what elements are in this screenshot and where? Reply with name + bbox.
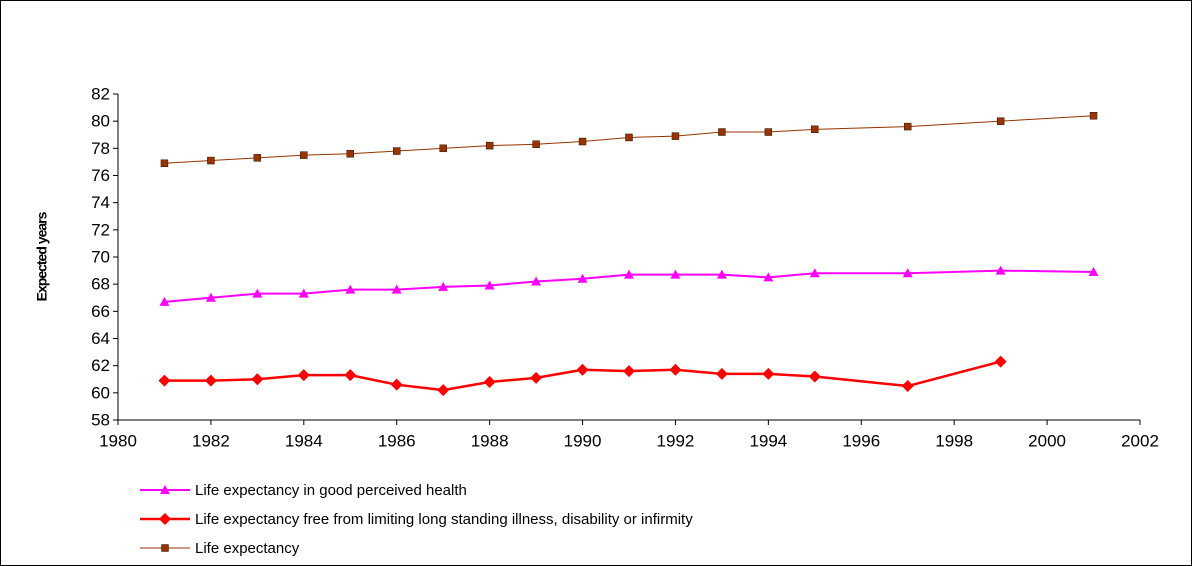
marker bbox=[996, 117, 1005, 125]
series-line bbox=[164, 269, 1094, 303]
marker bbox=[159, 513, 171, 525]
y-tick-label: 74 bbox=[91, 193, 110, 212]
y-tick-label: 68 bbox=[91, 275, 110, 294]
y-tick-label: 76 bbox=[91, 166, 110, 185]
marker bbox=[764, 128, 773, 136]
y-tick-label: 80 bbox=[91, 112, 110, 131]
y-tick-label: 66 bbox=[91, 302, 110, 321]
marker bbox=[904, 122, 912, 131]
x-tick-label: 1992 bbox=[657, 431, 695, 450]
marker bbox=[762, 367, 775, 380]
marker bbox=[1089, 112, 1098, 120]
marker bbox=[995, 265, 1006, 275]
y-tick-label: 78 bbox=[91, 139, 110, 158]
y-tick-label: 62 bbox=[91, 356, 110, 375]
marker bbox=[483, 375, 496, 388]
marker bbox=[530, 371, 543, 384]
marker bbox=[577, 273, 588, 283]
marker bbox=[300, 151, 308, 159]
marker bbox=[438, 281, 449, 291]
marker bbox=[576, 363, 589, 376]
marker bbox=[252, 288, 263, 298]
marker bbox=[346, 150, 354, 158]
marker bbox=[994, 355, 1007, 368]
marker bbox=[901, 380, 914, 393]
legend-text: Life expectancy free from limiting long … bbox=[195, 511, 693, 528]
marker bbox=[160, 159, 169, 167]
marker bbox=[811, 125, 819, 134]
marker bbox=[344, 369, 357, 382]
x-tick-label: 1982 bbox=[192, 431, 230, 450]
marker bbox=[532, 140, 540, 148]
x-tick-label: 1996 bbox=[842, 431, 880, 450]
x-tick-label: 1980 bbox=[99, 431, 137, 450]
marker bbox=[345, 284, 356, 294]
marker bbox=[623, 365, 635, 378]
marker bbox=[159, 296, 170, 306]
y-tick-label: 70 bbox=[91, 247, 110, 266]
marker bbox=[160, 485, 170, 494]
marker bbox=[669, 363, 682, 376]
marker bbox=[204, 374, 217, 387]
marker bbox=[391, 284, 402, 294]
marker bbox=[161, 544, 169, 552]
legend-text: Life expectancy bbox=[195, 540, 300, 557]
marker bbox=[484, 280, 495, 290]
marker bbox=[158, 374, 171, 387]
y-axis-title: Expected years bbox=[34, 211, 50, 301]
marker bbox=[205, 292, 216, 302]
legend-text: Life expectancy in good perceived health bbox=[195, 482, 467, 499]
marker bbox=[390, 378, 403, 391]
marker bbox=[531, 276, 542, 286]
marker bbox=[625, 133, 633, 142]
marker bbox=[437, 384, 450, 397]
marker bbox=[902, 268, 913, 278]
marker bbox=[670, 269, 681, 279]
y-tick-label: 72 bbox=[91, 220, 110, 239]
series-line bbox=[164, 115, 1094, 164]
marker bbox=[207, 156, 215, 165]
marker bbox=[718, 128, 726, 136]
marker bbox=[671, 132, 680, 140]
marker bbox=[393, 147, 401, 155]
marker bbox=[578, 137, 587, 146]
x-tick-label: 1986 bbox=[378, 431, 416, 450]
marker bbox=[716, 269, 727, 279]
marker bbox=[809, 268, 820, 278]
marker bbox=[485, 141, 494, 150]
x-tick-label: 1994 bbox=[749, 431, 787, 450]
marker bbox=[298, 288, 309, 298]
marker bbox=[251, 373, 264, 386]
marker bbox=[1088, 266, 1099, 276]
marker bbox=[715, 367, 728, 380]
y-tick-label: 58 bbox=[91, 410, 110, 429]
x-tick-label: 1988 bbox=[471, 431, 509, 450]
x-tick-label: 2000 bbox=[1028, 431, 1066, 450]
marker bbox=[624, 269, 634, 279]
x-tick-label: 2002 bbox=[1121, 431, 1159, 450]
x-tick-label: 1990 bbox=[564, 431, 602, 450]
x-tick-label: 1998 bbox=[935, 431, 973, 450]
y-tick-label: 82 bbox=[91, 84, 110, 103]
x-tick-label: 1984 bbox=[285, 431, 323, 450]
marker bbox=[439, 144, 447, 153]
y-tick-label: 64 bbox=[91, 329, 110, 348]
marker bbox=[808, 370, 821, 383]
marker bbox=[763, 272, 774, 282]
y-tick-label: 60 bbox=[91, 383, 110, 402]
marker bbox=[253, 154, 262, 162]
marker bbox=[297, 369, 310, 382]
